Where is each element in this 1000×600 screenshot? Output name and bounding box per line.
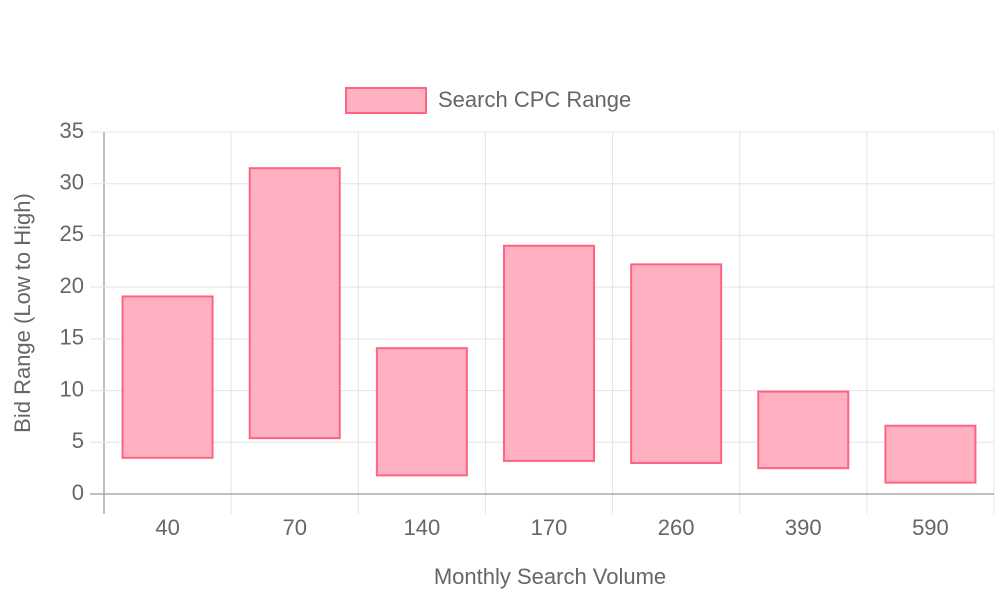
- legend-label: Search CPC Range: [438, 87, 631, 112]
- bar: [121, 295, 214, 459]
- x-tick-label: 390: [785, 515, 822, 540]
- x-tick-label: 70: [282, 515, 306, 540]
- y-tick-label: 15: [60, 325, 84, 350]
- legend-swatch: [345, 87, 427, 114]
- y-tick-label: 35: [60, 118, 84, 143]
- y-tick-label: 30: [60, 170, 84, 195]
- y-tick-label: 5: [72, 428, 84, 453]
- y-tick-label: 25: [60, 221, 84, 246]
- x-axis-label: Monthly Search Volume: [434, 564, 666, 589]
- x-tick-label: 170: [531, 515, 568, 540]
- x-tick-label: 40: [155, 515, 179, 540]
- bar: [630, 263, 723, 464]
- x-tick-label: 590: [912, 515, 949, 540]
- bar: [884, 424, 977, 484]
- y-axis-label: Bid Range (Low to High): [10, 193, 35, 433]
- x-tick-label: 140: [403, 515, 440, 540]
- y-tick-label: 20: [60, 273, 84, 298]
- bar: [375, 347, 468, 477]
- bar: [503, 244, 595, 462]
- y-tick-label: 0: [72, 480, 84, 505]
- bar: [248, 167, 341, 440]
- y-tick-label: 10: [60, 376, 84, 401]
- x-tick-label: 260: [658, 515, 695, 540]
- bar: [757, 390, 850, 470]
